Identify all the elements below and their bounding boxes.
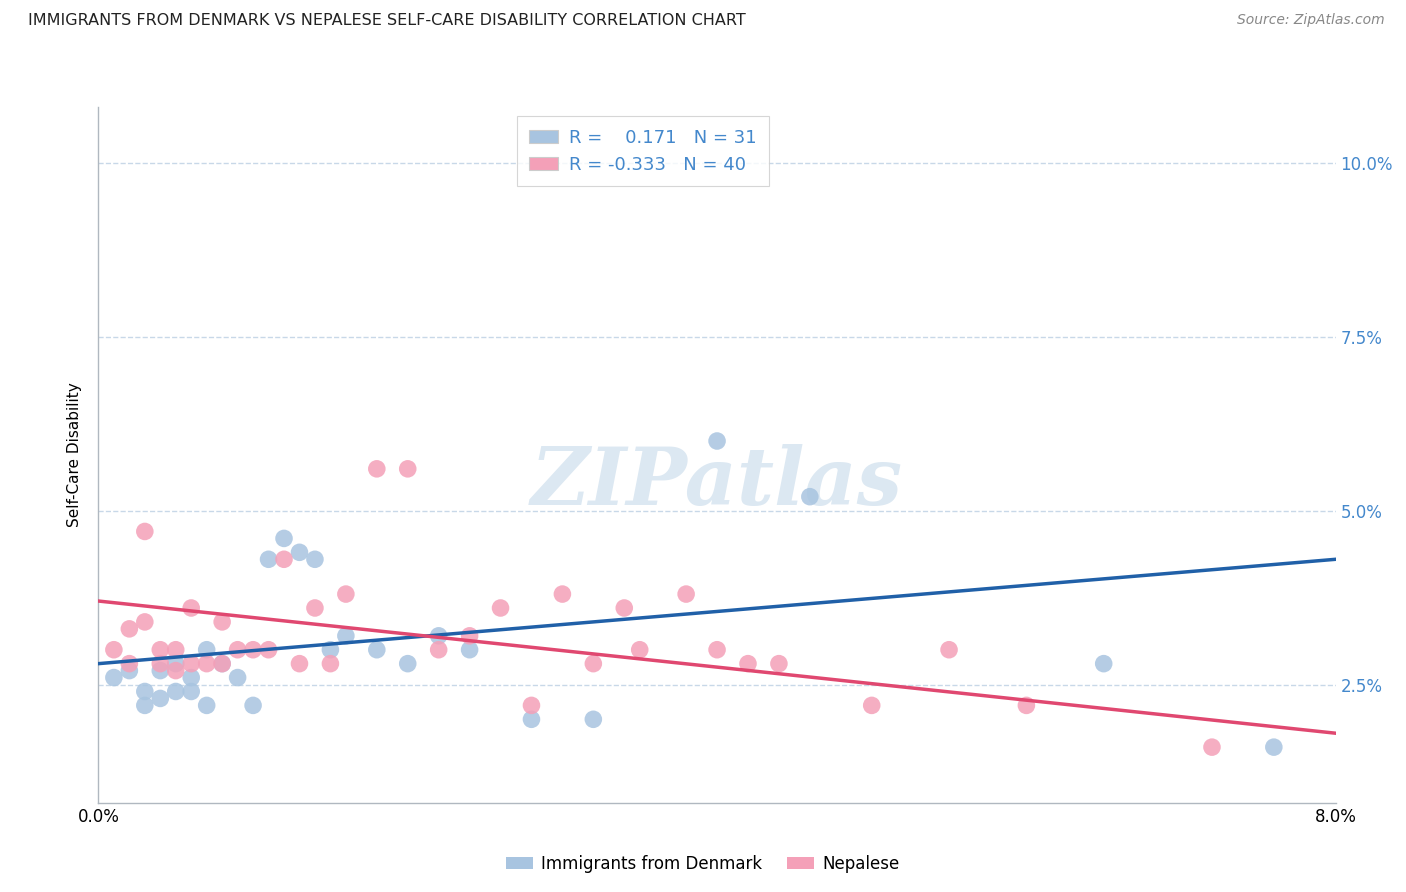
Point xyxy=(706,642,728,657)
Point xyxy=(304,601,326,615)
Point xyxy=(366,462,388,476)
Point xyxy=(520,712,543,726)
Point xyxy=(242,698,264,713)
Point xyxy=(134,684,156,698)
Point xyxy=(396,462,419,476)
Point xyxy=(149,664,172,678)
Point xyxy=(273,552,295,566)
Point xyxy=(335,587,357,601)
Point xyxy=(319,642,342,657)
Point xyxy=(860,698,883,713)
Point xyxy=(257,552,280,566)
Point xyxy=(938,642,960,657)
Point xyxy=(273,532,295,546)
Point xyxy=(165,642,187,657)
Point xyxy=(257,642,280,657)
Point xyxy=(149,657,172,671)
Point xyxy=(366,642,388,657)
Point xyxy=(103,642,125,657)
Point xyxy=(242,642,264,657)
Point xyxy=(134,615,156,629)
Point xyxy=(211,615,233,629)
Point xyxy=(180,657,202,671)
Point xyxy=(118,657,141,671)
Point xyxy=(165,657,187,671)
Point xyxy=(134,524,156,539)
Point xyxy=(737,657,759,671)
Point xyxy=(613,601,636,615)
Point xyxy=(180,684,202,698)
Point xyxy=(149,642,172,657)
Point xyxy=(396,657,419,671)
Point xyxy=(458,629,481,643)
Point xyxy=(489,601,512,615)
Point xyxy=(211,657,233,671)
Point xyxy=(551,587,574,601)
Y-axis label: Self-Care Disability: Self-Care Disability xyxy=(67,383,83,527)
Legend: Immigrants from Denmark, Nepalese: Immigrants from Denmark, Nepalese xyxy=(499,848,907,880)
Point xyxy=(1201,740,1223,755)
Point xyxy=(582,712,605,726)
Point xyxy=(226,642,249,657)
Point xyxy=(103,671,125,685)
Point xyxy=(195,657,218,671)
Point xyxy=(335,629,357,643)
Point xyxy=(195,698,218,713)
Point xyxy=(427,629,450,643)
Point xyxy=(165,664,187,678)
Point xyxy=(1092,657,1115,671)
Point xyxy=(165,684,187,698)
Point xyxy=(319,657,342,671)
Point xyxy=(180,601,202,615)
Point xyxy=(134,698,156,713)
Text: IMMIGRANTS FROM DENMARK VS NEPALESE SELF-CARE DISABILITY CORRELATION CHART: IMMIGRANTS FROM DENMARK VS NEPALESE SELF… xyxy=(28,13,745,29)
Text: Source: ZipAtlas.com: Source: ZipAtlas.com xyxy=(1237,13,1385,28)
Point xyxy=(180,671,202,685)
Text: ZIPatlas: ZIPatlas xyxy=(531,444,903,522)
Point xyxy=(768,657,790,671)
Point xyxy=(675,587,697,601)
Point xyxy=(211,657,233,671)
Point xyxy=(288,657,311,671)
Point xyxy=(1015,698,1038,713)
Point xyxy=(520,698,543,713)
Point xyxy=(706,434,728,448)
Point xyxy=(288,545,311,559)
Point xyxy=(149,691,172,706)
Point xyxy=(1263,740,1285,755)
Legend: R =    0.171   N = 31, R = -0.333   N = 40: R = 0.171 N = 31, R = -0.333 N = 40 xyxy=(516,116,769,186)
Point xyxy=(427,642,450,657)
Point xyxy=(226,671,249,685)
Point xyxy=(458,642,481,657)
Point xyxy=(195,642,218,657)
Point xyxy=(304,552,326,566)
Point xyxy=(118,622,141,636)
Point xyxy=(799,490,821,504)
Point xyxy=(582,657,605,671)
Point xyxy=(118,664,141,678)
Point xyxy=(628,642,651,657)
